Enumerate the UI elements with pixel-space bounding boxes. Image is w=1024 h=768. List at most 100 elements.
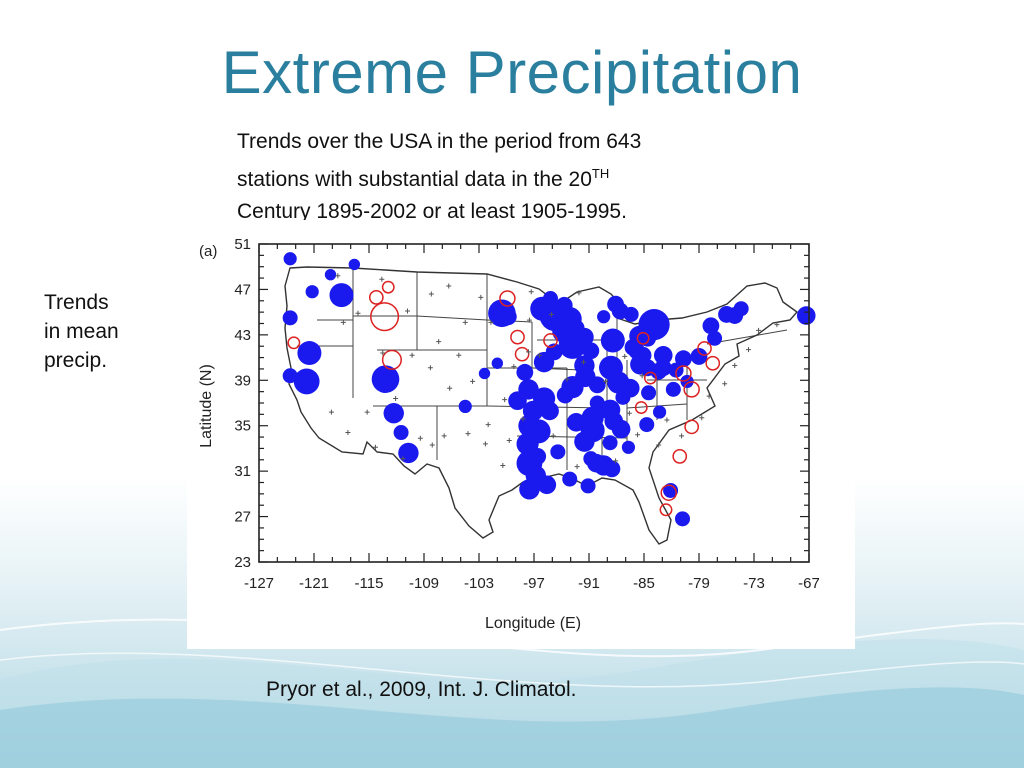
station-marker-increase [293, 368, 320, 395]
state-border-line [416, 315, 488, 321]
station-marker-decrease [636, 331, 650, 345]
station-marker-insignificant [482, 441, 488, 447]
y-tick-label: 43 [234, 327, 251, 344]
station-marker-increase [529, 447, 547, 465]
side-label-line-3: precip. [44, 349, 108, 372]
station-marker-decrease [705, 355, 721, 371]
station-marker-increase [690, 348, 708, 365]
side-label-line-1: Trends [44, 291, 109, 314]
station-marker-insignificant [746, 347, 751, 353]
map-svg: (a) Longitude (E) Latitude (N) -127 -121-… [198, 236, 820, 632]
station-marker-insignificant [456, 352, 462, 358]
station-marker-decrease [368, 290, 384, 305]
station-marker-increase [615, 389, 631, 405]
station-marker-insignificant [774, 322, 780, 328]
station-marker-insignificant [574, 464, 580, 470]
station-marker-insignificant [409, 352, 415, 358]
station-marker-insignificant [335, 273, 341, 279]
station-marker-insignificant [722, 381, 728, 387]
station-marker-decrease [381, 280, 395, 294]
station-marker-insignificant [470, 378, 476, 384]
station-marker-insignificant [656, 442, 662, 448]
station-marker-insignificant [699, 415, 705, 421]
station-marker-insignificant [511, 364, 517, 370]
station-marker-increase [580, 478, 596, 494]
station-marker-increase [499, 308, 517, 326]
axis-ticks [258, 243, 810, 563]
x-tick-label: -127 [244, 575, 274, 592]
station-marker-increase [508, 391, 527, 411]
station-marker-insignificant [706, 393, 712, 399]
x-tick-label: -73 [743, 575, 765, 592]
station-marker-insignificant [622, 353, 628, 359]
precipitation-trend-map-figure: (a) Longitude (E) Latitude (N) -127 -121-… [187, 220, 855, 649]
description-line-2: stations with substantial data in the 20… [237, 158, 757, 196]
y-tick-label: 27 [234, 509, 251, 526]
station-marker-increase [324, 268, 337, 281]
station-marker-decrease [543, 333, 558, 348]
x-tick-label: -67 [798, 575, 820, 592]
station-marker-increase [604, 411, 624, 431]
plot-frame [258, 243, 810, 563]
station-marker-insignificant [436, 339, 442, 345]
x-tick-label: -79 [688, 575, 710, 592]
station-marker-increase [680, 374, 694, 389]
station-marker-insignificant [603, 378, 608, 384]
station-marker-insignificant [635, 432, 641, 438]
station-marker-increase [283, 252, 297, 266]
station-marker-insignificant [506, 437, 512, 443]
station-marker-increase [537, 475, 557, 495]
station-marker-insignificant [427, 365, 433, 371]
station-marker-decrease [514, 346, 530, 362]
station-marker-increase [458, 399, 472, 414]
x-tick-label: -103 [464, 575, 494, 592]
station-marker-insignificant [639, 373, 645, 379]
y-tick-label: 23 [234, 554, 251, 571]
station-marker-insignificant [564, 376, 570, 382]
station-marker-increase [582, 342, 600, 360]
station-marker-increase [796, 306, 816, 325]
station-marker-increase [597, 310, 611, 324]
station-marker-decrease [697, 341, 712, 356]
x-tick-label: -85 [633, 575, 655, 592]
station-marker-increase [329, 283, 354, 308]
station-marker-increase [624, 338, 642, 356]
station-marker-insignificant [355, 310, 361, 316]
x-tick-label: -97 [523, 575, 545, 592]
station-marker-insignificant [372, 444, 378, 450]
station-marker-decrease [683, 381, 700, 398]
station-marker-increase [602, 435, 618, 451]
station-marker-increase [550, 444, 566, 460]
station-marker-insignificant [465, 431, 471, 437]
station-marker-insignificant [502, 397, 508, 403]
description-line-1: Trends over the USA in the period from 6… [237, 130, 642, 153]
station-marker-insignificant [345, 430, 351, 436]
station-marker-insignificant [756, 327, 762, 333]
station-marker-decrease [510, 329, 525, 345]
station-marker-decrease [659, 503, 673, 517]
slide-description: Trends over the USA in the period from 6… [237, 126, 757, 228]
station-marker-decrease [370, 302, 400, 332]
station-marker-insignificant [441, 433, 447, 439]
station-marker-increase [652, 405, 667, 419]
description-line-3: Century 1895-2002 or at least 1905-1995. [237, 200, 627, 223]
station-marker-increase [641, 385, 657, 401]
station-marker-increase [297, 341, 322, 366]
station-marker-increase [593, 455, 614, 476]
station-marker-increase [532, 387, 556, 410]
station-marker-decrease [684, 419, 700, 435]
station-marker-increase [665, 381, 681, 397]
station-marker-insignificant [429, 442, 435, 448]
station-marker-insignificant [679, 433, 685, 439]
station-marker-insignificant [548, 311, 554, 317]
station-marker-insignificant [417, 435, 423, 441]
panel-label: (a) [199, 243, 217, 260]
station-marker-increase [707, 330, 723, 346]
station-marker-insignificant [328, 409, 334, 415]
station-marker-increase [478, 367, 491, 380]
station-marker-increase [702, 317, 720, 335]
station-marker-insignificant [613, 458, 619, 464]
station-marker-insignificant [478, 294, 484, 300]
station-marker-insignificant [364, 409, 370, 415]
station-marker-insignificant [488, 319, 494, 325]
